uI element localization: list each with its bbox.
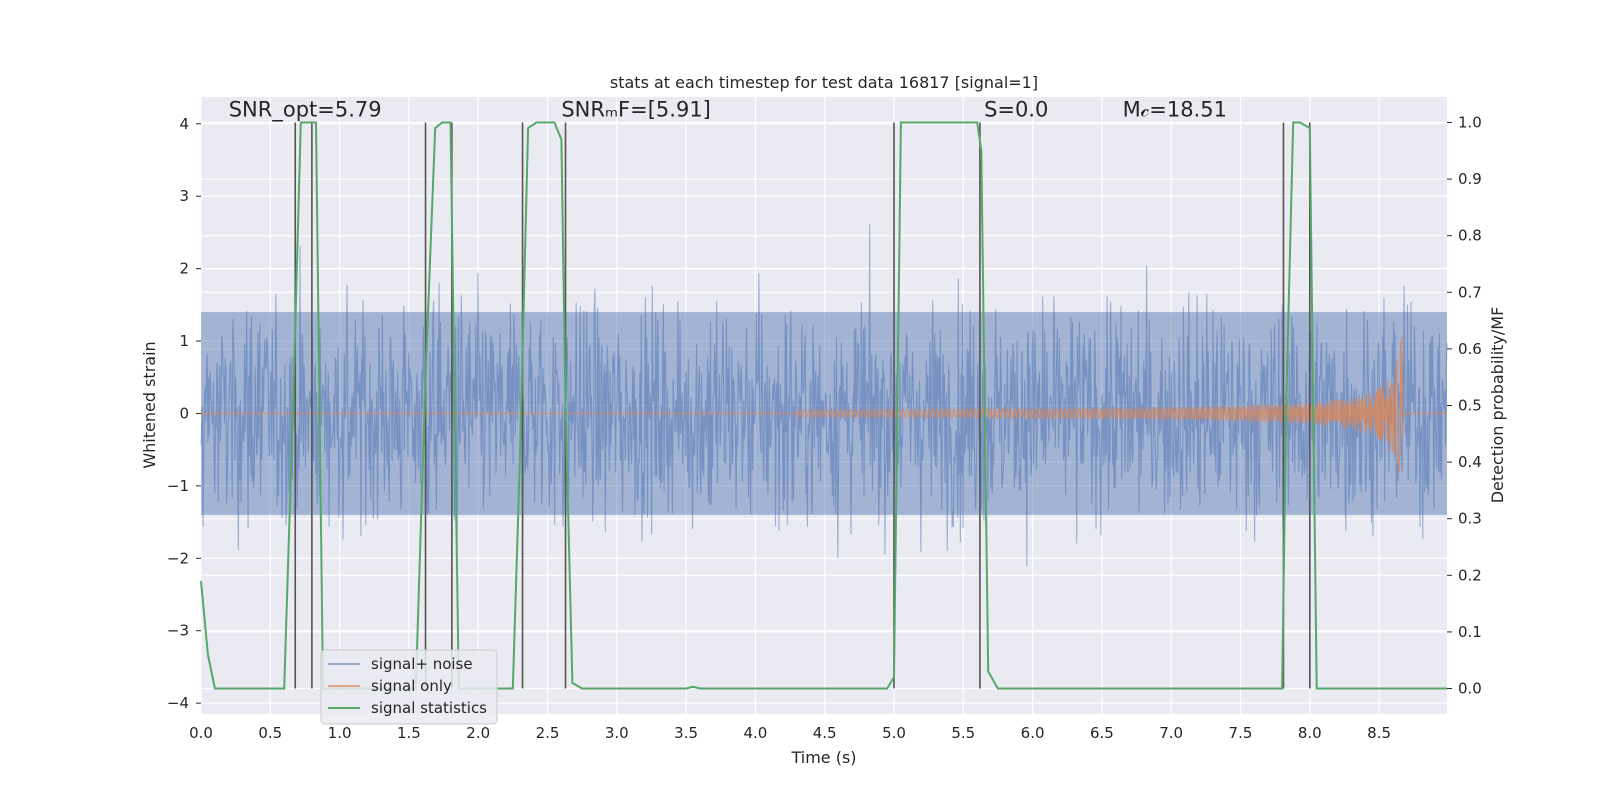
x-tick-label: 1.5 — [397, 724, 421, 742]
y-left-tick-label: 0 — [179, 404, 189, 422]
y-right-tick-label: 1.0 — [1458, 113, 1482, 131]
y-right-tick-label: 0.1 — [1458, 623, 1482, 641]
y-left-tick-label: −4 — [167, 694, 189, 712]
annotation-text: S=0.0 — [984, 98, 1048, 122]
y-left-tick-label: 2 — [179, 260, 189, 278]
x-tick-label: 2.5 — [536, 724, 560, 742]
legend-label-signal-noise: signal+ noise — [371, 655, 473, 673]
y-axis-left-ticks: 4 3 2 1 0 −1 −2 −3 −4 — [167, 115, 201, 712]
detection-markers — [294, 122, 1311, 689]
y-axis-right-label: Detection probability/MF — [1488, 307, 1507, 504]
x-tick-label: 5.5 — [951, 724, 975, 742]
y-left-tick-label: −1 — [167, 477, 189, 495]
y-left-tick-label: 1 — [179, 332, 189, 350]
annotations: SNR_opt=5.79 SNRₘF=[5.91] S=0.0 M𝒸=18.51 — [229, 98, 1227, 123]
stats-line — [200, 121, 1447, 690]
x-tick-label: 0.0 — [189, 724, 213, 742]
y-right-tick-label: 0.3 — [1458, 510, 1482, 528]
y-right-tick-label: 0.9 — [1458, 170, 1482, 188]
x-tick-label: 8.5 — [1367, 724, 1391, 742]
x-tick-label: 6.0 — [1021, 724, 1045, 742]
annotation-text: SNRₘF=[5.91] — [561, 98, 711, 122]
y-right-tick-label: 0.0 — [1458, 680, 1482, 698]
x-tick-label: 7.0 — [1159, 724, 1183, 742]
x-tick-label: 4.0 — [743, 724, 767, 742]
legend-box — [320, 649, 498, 725]
y-left-tick-label: 3 — [179, 187, 189, 205]
legend-label-signal-only: signal only — [371, 677, 452, 695]
x-tick-label: 8.0 — [1298, 724, 1322, 742]
y-right-tick-label: 0.8 — [1458, 227, 1482, 245]
chart-title: stats at each timestep for test data 168… — [610, 73, 1038, 92]
x-tick-label: 5.0 — [882, 724, 906, 742]
y-right-tick-label: 0.2 — [1458, 566, 1482, 584]
y-right-tick-label: 0.7 — [1458, 283, 1482, 301]
x-tick-label: 0.5 — [258, 724, 282, 742]
annotation-text: SNR_opt=5.79 — [229, 98, 382, 123]
legend-label-signal-statistics: signal statistics — [371, 699, 487, 717]
y-right-tick-label: 0.6 — [1458, 340, 1482, 358]
x-tick-label: 2.0 — [466, 724, 490, 742]
x-tick-label: 6.5 — [1090, 724, 1114, 742]
x-tick-label: 1.0 — [328, 724, 352, 742]
x-tick-label: 3.5 — [674, 724, 698, 742]
series-signal-statistics — [200, 121, 1447, 690]
y-right-tick-label: 0.5 — [1458, 397, 1482, 415]
annotation-text: M𝒸=18.51 — [1123, 98, 1227, 122]
x-axis-ticks: 0.0 0.5 1.0 1.5 2.0 2.5 3.0 3.5 4.0 4.5 5.0 5.5 6.0 6… — [189, 724, 1391, 742]
y-axis-right-ticks: 1.0 0.9 0.8 0.7 0.6 0.5 0.4 0.3 0.2 0.1 0.0 — [1447, 113, 1482, 698]
y-left-tick-label: −2 — [167, 549, 189, 567]
x-axis-label: Time (s) — [790, 748, 856, 767]
noise-line — [200, 224, 1448, 567]
y-axis-left-label: Whitened strain — [140, 341, 159, 468]
x-tick-label: 4.5 — [813, 724, 837, 742]
y-left-tick-label: −3 — [167, 622, 189, 640]
x-tick-label: 3.0 — [605, 724, 629, 742]
y-right-tick-label: 0.4 — [1458, 453, 1482, 471]
x-tick-label: 7.5 — [1229, 724, 1253, 742]
y-left-tick-label: 4 — [179, 115, 189, 133]
legend: signal+ noise signal only signal statist… — [320, 649, 498, 725]
